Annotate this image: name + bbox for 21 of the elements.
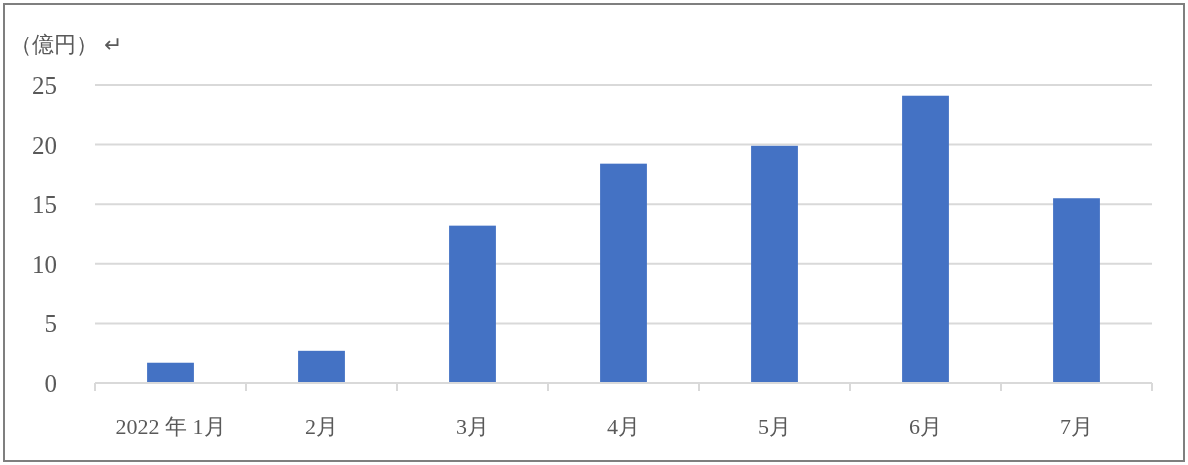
y-tick-label: 0 [44, 370, 57, 397]
bar [902, 95, 949, 383]
y-tick-label: 5 [44, 310, 57, 338]
y-axis-title: （億円） ↵ [10, 32, 122, 57]
x-tick-label: 2月 [305, 414, 338, 439]
y-tick-label: 15 [32, 191, 57, 219]
bar [1053, 198, 1100, 383]
x-tick-label: 7月 [1060, 414, 1093, 439]
x-tick-label: 6月 [909, 414, 942, 439]
x-tick-label: 5月 [758, 414, 791, 439]
y-tick-label: 10 [32, 250, 57, 278]
bar [147, 362, 194, 383]
bar [751, 145, 798, 383]
y-tick-label: 25 [32, 72, 57, 99]
bar [298, 350, 345, 383]
y-tick-label: 20 [32, 131, 57, 159]
bar [600, 163, 647, 383]
x-tick-label: 3月 [456, 414, 489, 439]
bar [449, 225, 496, 383]
x-tick-label: 2022 年 1月 [115, 414, 226, 439]
x-tick-label: 4月 [607, 414, 640, 439]
